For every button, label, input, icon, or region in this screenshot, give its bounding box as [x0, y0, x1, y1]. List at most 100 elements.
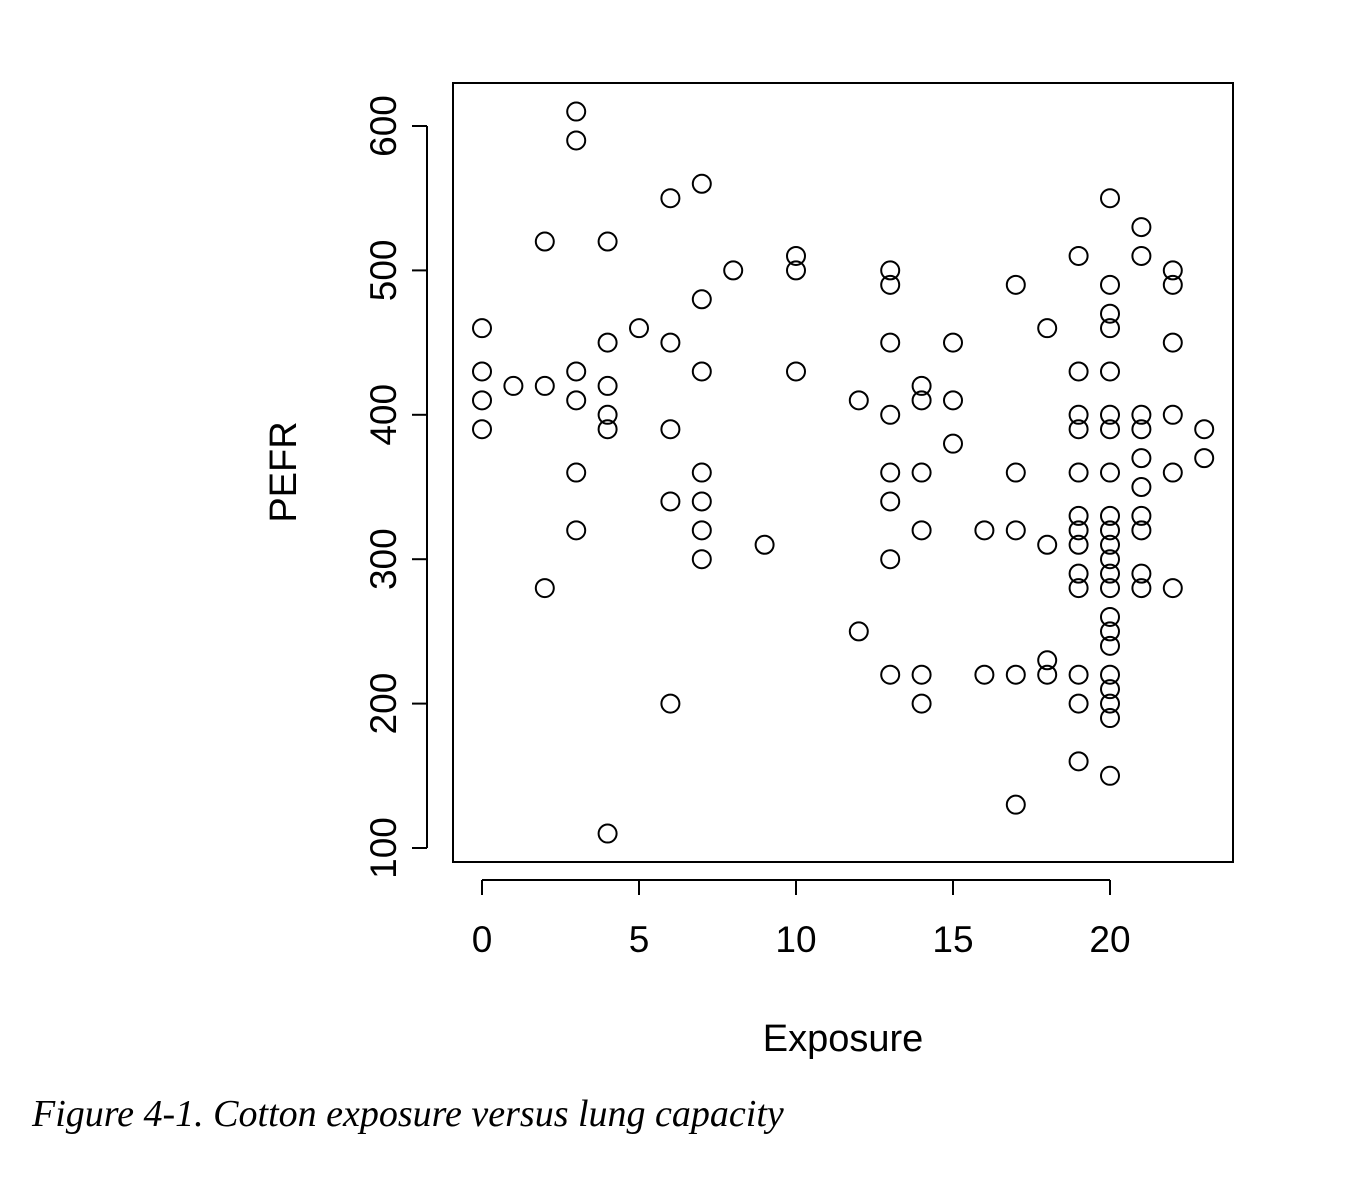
data-point: [472, 318, 492, 339]
data-point: [1131, 448, 1152, 469]
data-point: [1068, 693, 1089, 714]
data-point: [911, 693, 932, 714]
data-point: [1162, 332, 1183, 353]
data-point: [1037, 650, 1058, 671]
data-point: [1068, 664, 1089, 685]
data-point: [1068, 361, 1089, 382]
data-point: [1100, 549, 1120, 570]
data-point: [974, 520, 995, 541]
data-point: [1068, 245, 1089, 266]
data-point: [597, 375, 618, 396]
y-axis: 100 200 300 400 500 600: [363, 95, 428, 879]
data-point: [1068, 563, 1089, 584]
data-point: [754, 534, 775, 555]
data-point: [1131, 578, 1152, 599]
data-point: [943, 433, 963, 454]
data-point: [660, 419, 681, 440]
data-point: [723, 260, 744, 281]
data-point: [1005, 462, 1026, 483]
data-point: [1100, 679, 1120, 700]
data-point: [880, 664, 901, 685]
data-point: [1068, 534, 1089, 555]
x-tick-label: 0: [472, 919, 493, 960]
data-point: [566, 390, 587, 411]
y-tick-label: 100: [363, 817, 404, 879]
data-point: [1100, 664, 1120, 685]
data-point: [1005, 794, 1026, 815]
data-point: [1100, 578, 1120, 599]
y-tick-label: 400: [363, 384, 404, 446]
data-point: [534, 375, 555, 396]
x-tick-label: 10: [775, 919, 816, 960]
data-point: [597, 332, 618, 353]
data-point: [1068, 404, 1089, 425]
data-point: [1100, 765, 1120, 786]
data-point: [1100, 520, 1120, 541]
points-layer: [472, 101, 1215, 844]
data-point: [1100, 188, 1120, 209]
data-point: [911, 664, 932, 685]
plot-frame: [452, 82, 1234, 863]
data-point: [1068, 751, 1089, 772]
data-point: [880, 332, 901, 353]
data-point: [1194, 448, 1215, 469]
data-point: [660, 188, 681, 209]
data-point: [629, 318, 649, 339]
data-point: [1005, 664, 1026, 685]
data-point: [1131, 404, 1152, 425]
data-point: [1162, 578, 1183, 599]
data-point: [472, 419, 492, 440]
data-point: [911, 462, 932, 483]
y-tick-label: 200: [363, 673, 404, 735]
data-point: [911, 520, 932, 541]
data-point: [943, 332, 963, 353]
data-point: [472, 390, 492, 411]
data-point: [943, 390, 963, 411]
data-point: [1037, 534, 1058, 555]
data-point: [660, 491, 681, 512]
data-point: [1037, 318, 1058, 339]
data-point: [1068, 505, 1089, 526]
data-point: [1131, 563, 1152, 584]
data-point: [1068, 520, 1089, 541]
data-point: [880, 404, 901, 425]
data-point: [691, 549, 712, 570]
data-point: [1068, 462, 1089, 483]
data-point: [566, 130, 587, 151]
data-point: [566, 101, 587, 122]
data-point: [566, 520, 587, 541]
data-point: [1131, 477, 1152, 497]
data-point: [597, 231, 618, 252]
data-point: [1100, 404, 1120, 425]
data-point: [597, 404, 618, 425]
data-point: [1162, 462, 1183, 483]
data-point: [597, 419, 618, 440]
data-point: [1131, 217, 1152, 238]
data-point: [848, 390, 869, 411]
x-axis: 0 5 10 15 20: [472, 879, 1131, 960]
data-point: [566, 462, 587, 483]
data-point: [1037, 664, 1058, 685]
data-point: [1100, 505, 1120, 526]
data-point: [566, 361, 587, 382]
data-point: [1100, 693, 1120, 714]
data-point: [534, 578, 555, 599]
data-point: [786, 245, 806, 266]
data-point: [691, 289, 712, 310]
data-point: [597, 823, 618, 844]
data-point: [691, 520, 712, 541]
x-tick-label: 20: [1089, 919, 1130, 960]
data-point: [691, 462, 712, 483]
data-point: [1162, 260, 1183, 281]
data-point: [1194, 419, 1215, 440]
data-point: [1100, 708, 1120, 729]
data-point: [660, 693, 681, 714]
data-point: [974, 664, 995, 685]
data-point: [691, 361, 712, 382]
data-point: [660, 332, 681, 353]
data-point: [1131, 520, 1152, 541]
data-point: [1162, 404, 1183, 425]
data-point: [691, 173, 712, 194]
data-point: [1005, 274, 1026, 295]
